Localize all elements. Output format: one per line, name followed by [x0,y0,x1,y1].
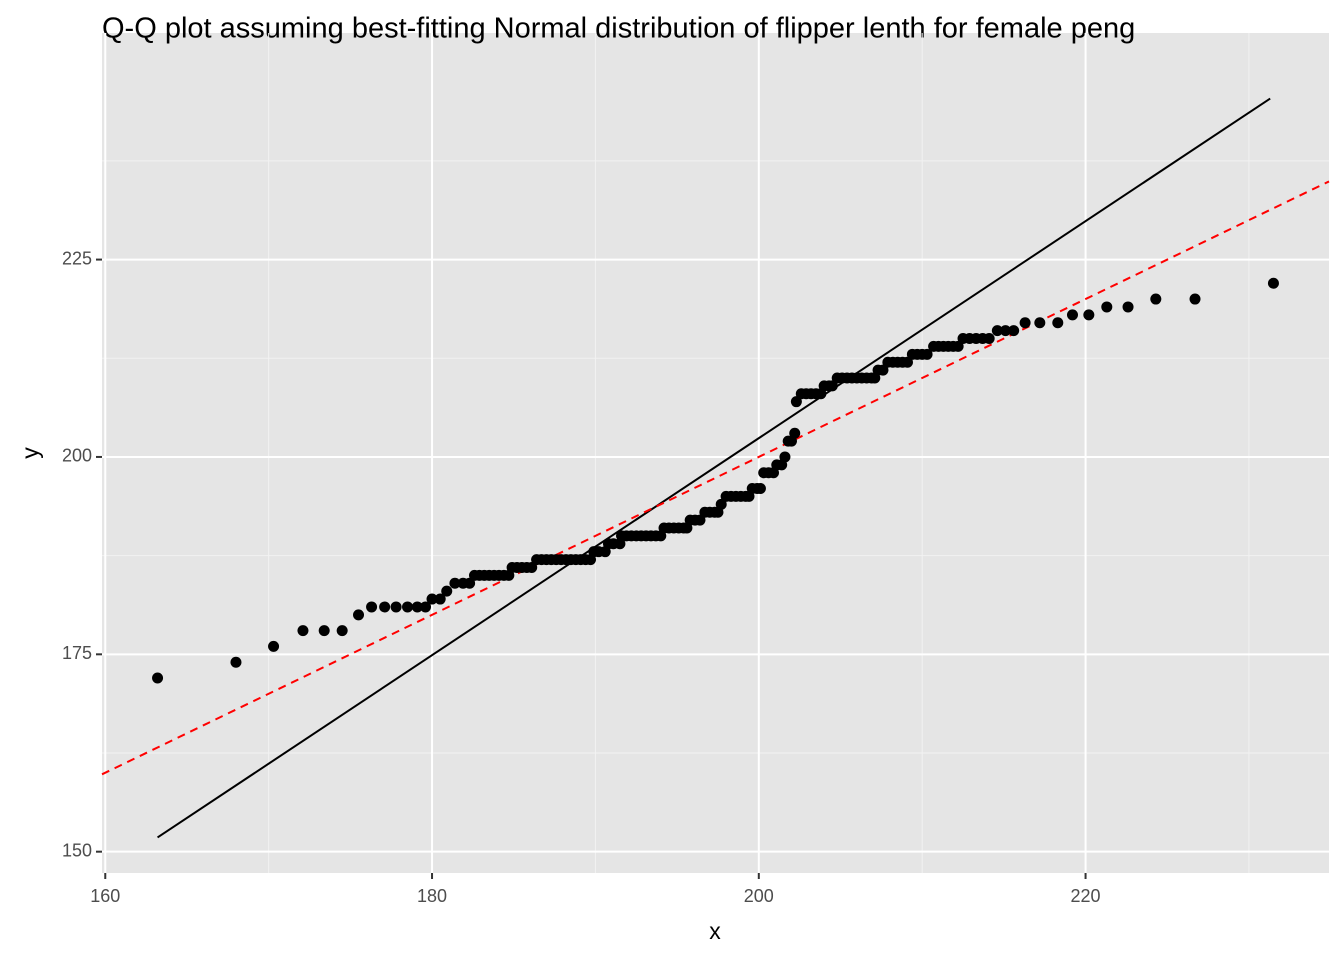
point [877,364,889,376]
y-tick-label: 175 [62,643,92,663]
point [921,348,933,360]
point [390,601,402,613]
y-axis-title: y [17,447,43,459]
point [694,514,706,526]
point [152,672,164,684]
point [1267,277,1279,289]
reference-line [101,180,1330,776]
point [449,577,461,589]
point [230,656,242,668]
point [1189,293,1201,305]
y-tick-label: 200 [62,446,92,466]
point [353,609,365,621]
point [268,640,280,652]
point [790,396,802,408]
point [1019,317,1031,329]
reference-line [156,97,1271,839]
point [1008,325,1020,337]
point [779,451,791,463]
point [991,325,1003,337]
point [419,601,431,613]
point [426,593,438,605]
point [1034,317,1046,329]
point [379,601,391,613]
point [901,356,913,368]
y-tick-label: 225 [62,248,92,268]
point [826,380,838,392]
point [1122,301,1134,313]
x-tick-label: 180 [417,886,447,906]
point [1101,301,1113,313]
point [952,340,964,352]
x-tick-label: 220 [1071,886,1101,906]
point [526,561,538,573]
x-tick-label: 160 [90,886,120,906]
point [983,333,995,345]
y-tick-label: 150 [62,840,92,860]
point [715,498,727,510]
point [336,625,348,637]
point [434,593,446,605]
point [754,483,766,495]
point [1083,309,1095,321]
x-tick-label: 200 [744,886,774,906]
point [1150,293,1162,305]
point [789,427,801,439]
point [1000,325,1012,337]
point [1066,309,1078,321]
x-axis-title: x [709,918,721,944]
point [1052,317,1064,329]
panel-background [102,33,1329,873]
point [318,625,330,637]
point [441,585,453,597]
point [464,577,476,589]
point [411,601,423,613]
point [297,625,309,637]
point [366,601,378,613]
chart-title: Q-Q plot assuming best-fitting Normal di… [102,13,1135,45]
point [402,601,414,613]
